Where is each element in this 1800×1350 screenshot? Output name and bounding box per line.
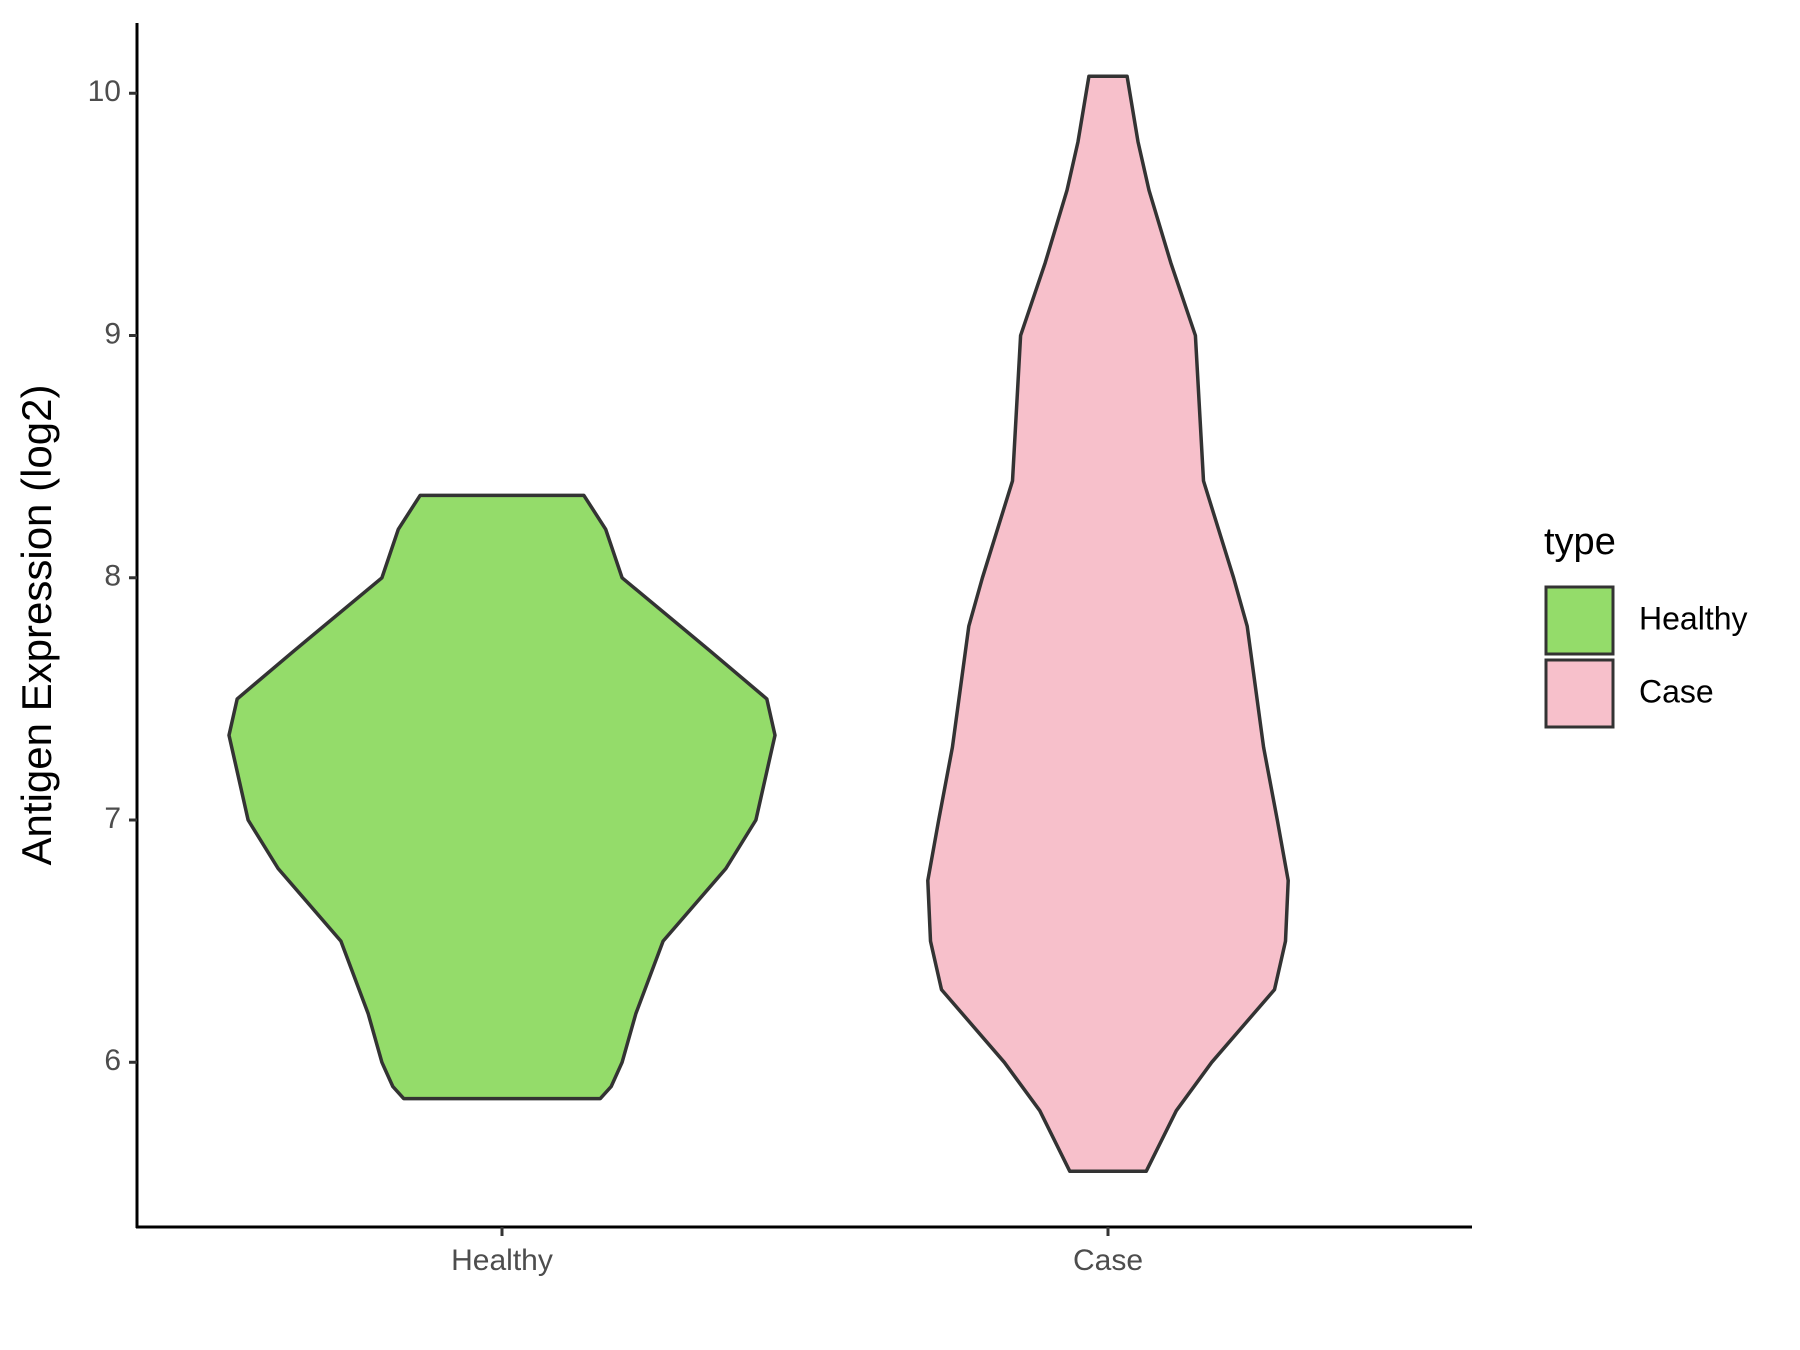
legend-key — [1544, 658, 1615, 729]
y-tick-label: 10 — [88, 75, 121, 108]
violin-outline — [502, 493, 777, 1101]
violin-outline — [227, 493, 502, 1101]
x-tick-label: Case — [1073, 1244, 1143, 1277]
y-tick-label: 6 — [104, 1044, 121, 1077]
legend-key — [1544, 585, 1615, 656]
y-tick-label: 9 — [104, 317, 121, 350]
violin-outline — [926, 74, 1108, 1174]
legend-label: Case — [1639, 673, 1714, 709]
y-tick-label: 8 — [104, 560, 121, 593]
y-tick-label: 7 — [104, 802, 121, 835]
legend-label: Healthy — [1639, 600, 1748, 636]
violin-outline — [1108, 74, 1290, 1174]
y-axis-title: Antigen Expression (log2) — [13, 385, 60, 866]
legend-title: type — [1544, 521, 1616, 563]
x-tick-label: Healthy — [451, 1244, 553, 1277]
